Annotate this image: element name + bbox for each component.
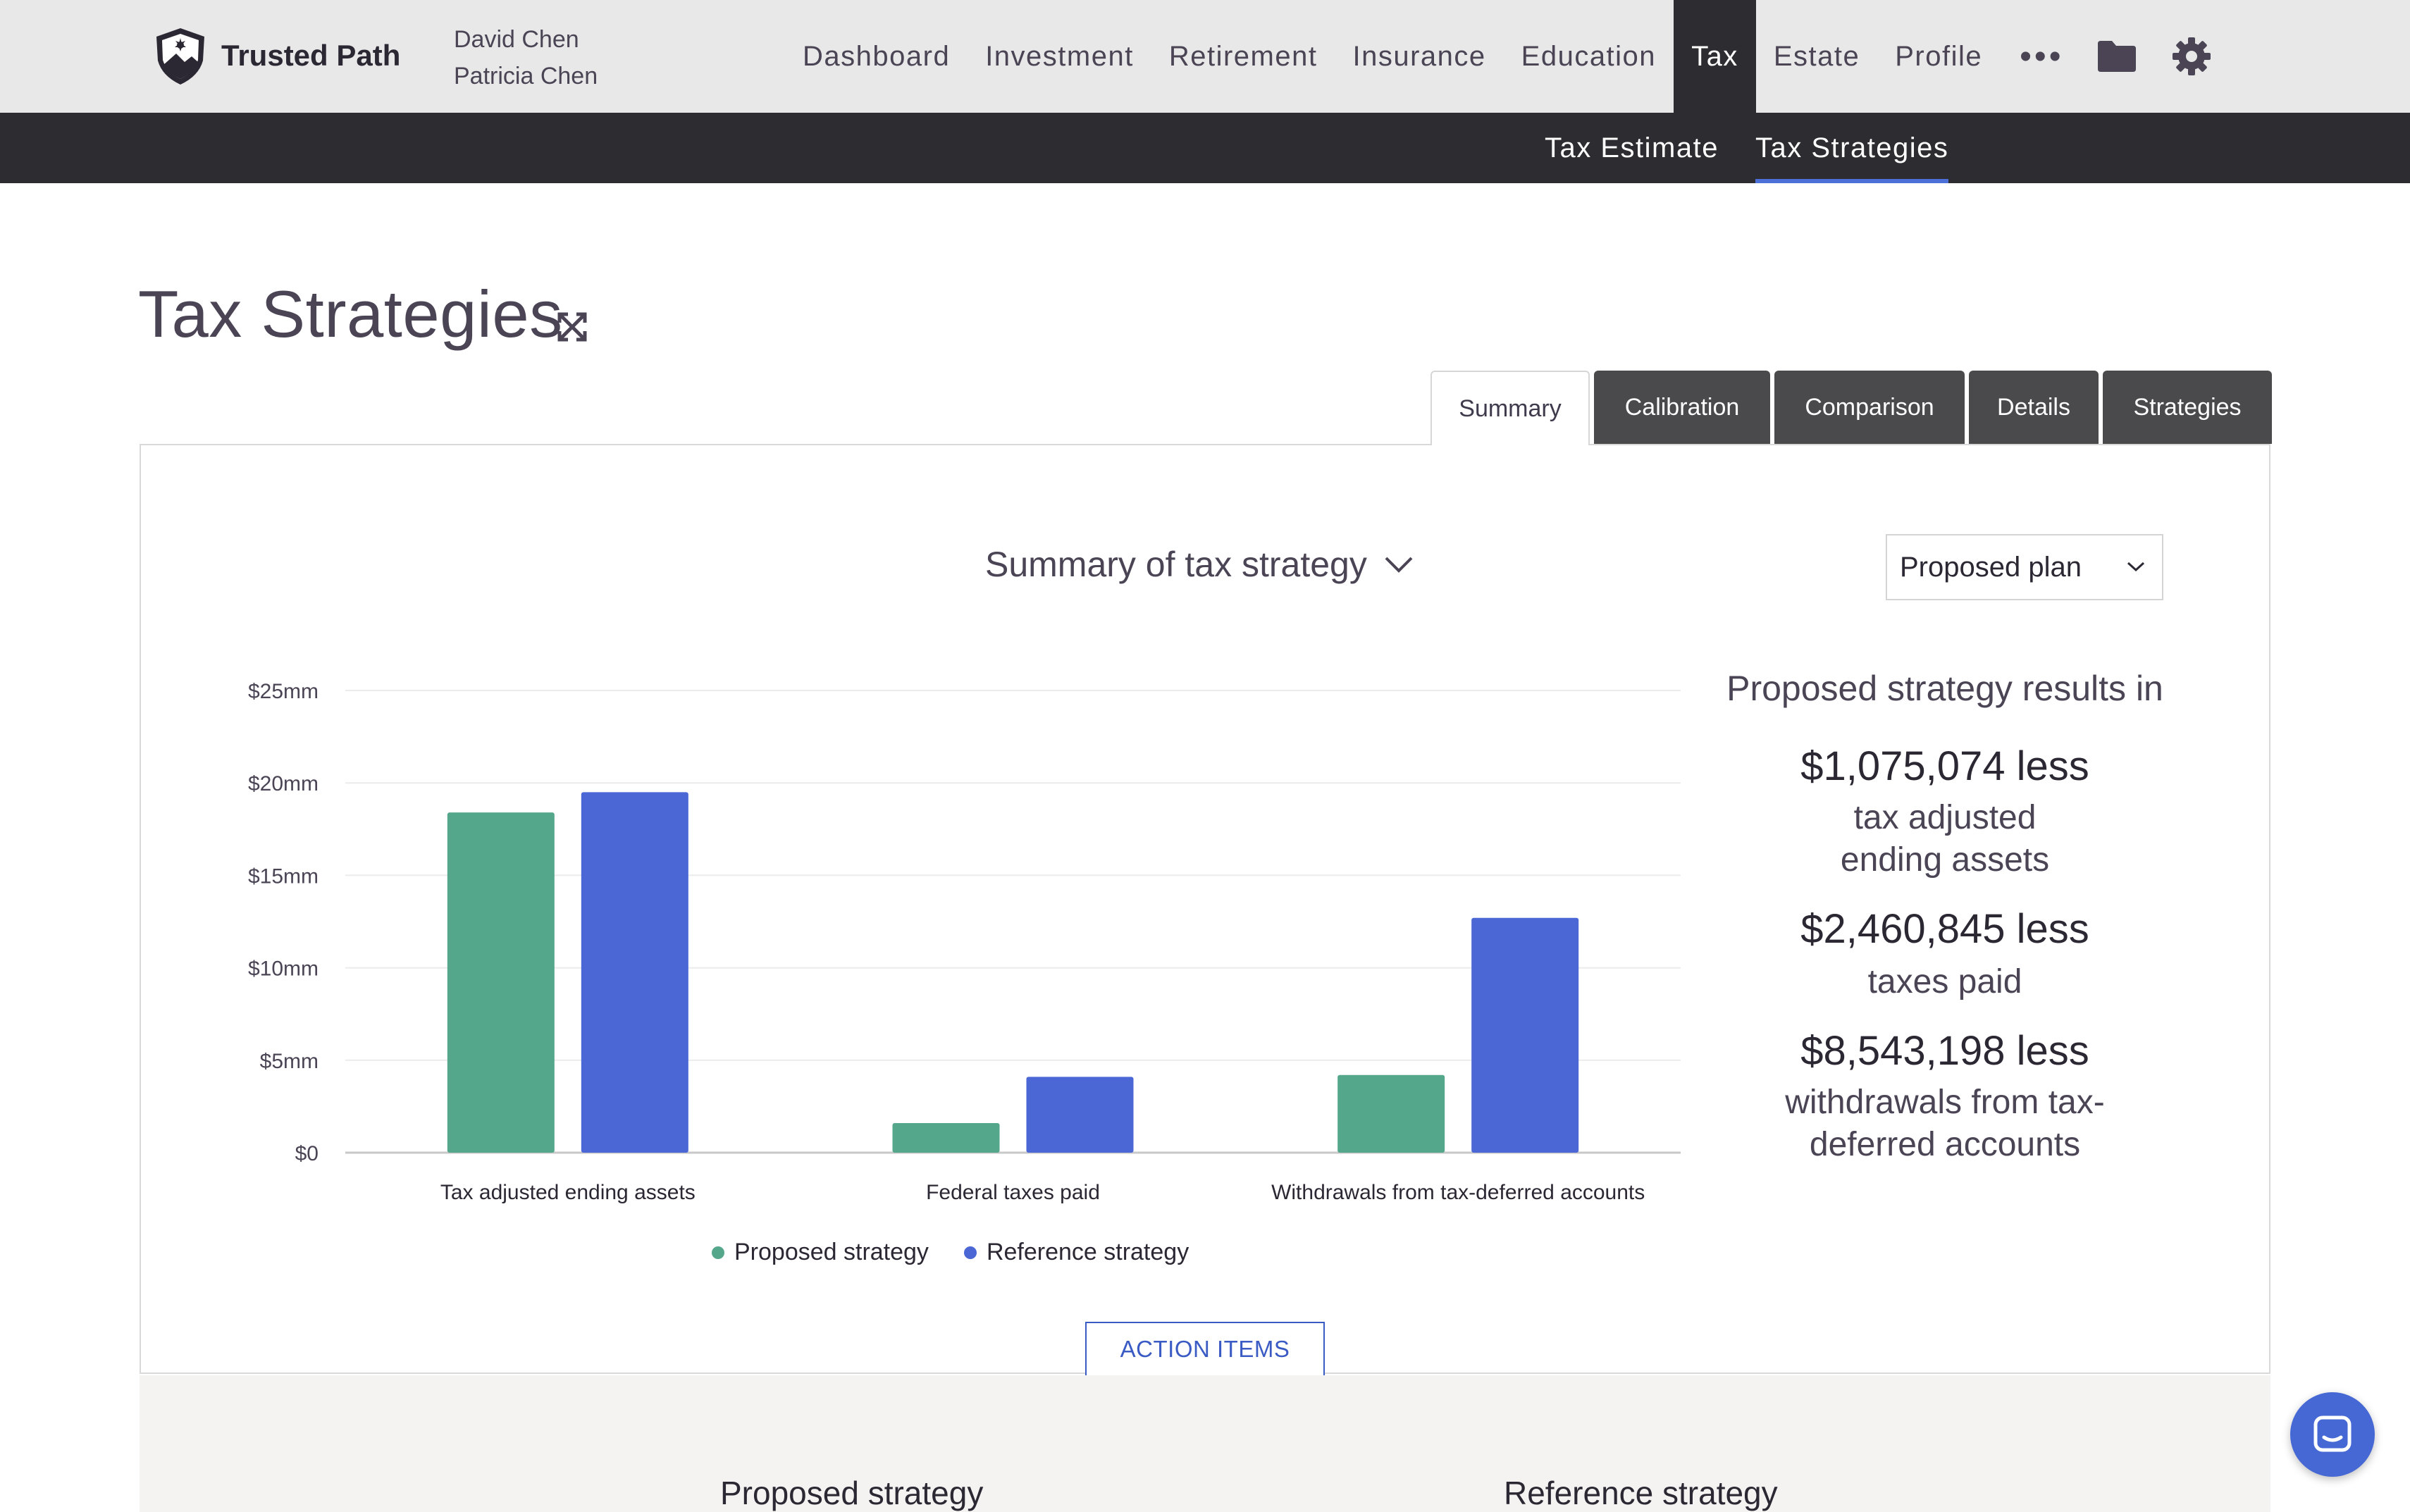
result-taxes-paid: $2,460,845 less taxes paid bbox=[1684, 905, 2206, 1003]
gear-icon bbox=[2172, 37, 2211, 75]
subnav-tax-estimate[interactable]: Tax Estimate bbox=[1545, 132, 1719, 163]
action-items-button[interactable]: ACTION ITEMS bbox=[1085, 1322, 1325, 1377]
sub-navbar: Tax Estimate Tax Strategies bbox=[0, 113, 2410, 183]
proposed-strategy-heading: Proposed strategy bbox=[720, 1475, 984, 1511]
nav-item-education[interactable]: Education bbox=[1521, 40, 1657, 72]
subnav-tax-strategies[interactable]: Tax Strategies bbox=[1755, 113, 1949, 183]
legend-dot-reference bbox=[963, 1246, 977, 1259]
strategy-comparison-panel bbox=[140, 1375, 2270, 1512]
chevron-down-icon bbox=[2127, 562, 2145, 572]
y-tick-label: $20mm bbox=[248, 772, 319, 795]
summary-title: Summary of tax strategy bbox=[985, 545, 1367, 584]
page-title: Tax Strategies bbox=[138, 277, 563, 351]
sub-nav: Tax Estimate Tax Strategies bbox=[1545, 113, 1985, 183]
nav-item-estate[interactable]: Estate bbox=[1773, 40, 1860, 72]
legend-dot-proposed bbox=[712, 1246, 724, 1259]
y-tick-label: $15mm bbox=[248, 865, 319, 888]
bar-proposed bbox=[1337, 1074, 1445, 1153]
chart-legend: Proposed strategy Reference strategy bbox=[712, 1239, 1224, 1266]
nav-item-retirement[interactable]: Retirement bbox=[1168, 40, 1318, 72]
y-tick-label: $0 bbox=[295, 1142, 319, 1165]
main-nav: Dashboard Investment Retirement Insuranc… bbox=[785, 0, 2229, 113]
shield-logo-icon bbox=[156, 28, 204, 85]
legend-label-proposed: Proposed strategy bbox=[734, 1239, 929, 1265]
expand-icon[interactable] bbox=[555, 310, 589, 344]
bar-proposed bbox=[892, 1123, 1000, 1153]
result-label: tax adjusted ending assets bbox=[1840, 799, 2050, 879]
tax-strategy-tabs: Summary Calibration Comparison Details S… bbox=[1430, 371, 2276, 445]
result-label: withdrawals from tax-deferred accounts bbox=[1785, 1084, 2105, 1163]
bar-reference bbox=[1471, 917, 1579, 1153]
result-label: taxes paid bbox=[1867, 963, 2022, 1000]
x-category-label: Federal taxes paid bbox=[926, 1181, 1100, 1204]
nav-item-profile[interactable]: Profile bbox=[1895, 40, 1983, 72]
client-name-secondary: Patricia Chen bbox=[454, 63, 598, 89]
nav-item-dashboard[interactable]: Dashboard bbox=[803, 40, 951, 72]
tax-strategy-bar-chart: $0 $5mm $10mm $15mm $20mm $25mm Tax adjusted e… bbox=[248, 680, 1681, 1204]
strategy-results: Proposed strategy results in $1,075,074 … bbox=[1684, 668, 2206, 1190]
folder-icon bbox=[2097, 41, 2136, 72]
x-category-label: Tax adjusted ending assets bbox=[440, 1181, 696, 1204]
tab-comparison[interactable]: Comparison bbox=[1774, 371, 1965, 444]
result-amount: $2,460,845 less bbox=[1800, 906, 2089, 952]
bar-reference bbox=[1026, 1077, 1134, 1153]
y-tick-label: $5mm bbox=[260, 1050, 319, 1073]
brand-name: Trusted Path bbox=[221, 39, 401, 72]
tab-details[interactable]: Details bbox=[1969, 371, 2099, 444]
nav-item-investment[interactable]: Investment bbox=[985, 40, 1134, 72]
chat-launcher-button[interactable] bbox=[2290, 1392, 2375, 1477]
client-name-primary: David Chen bbox=[454, 26, 579, 53]
legend-label-reference: Reference strategy bbox=[986, 1239, 1189, 1265]
client-names: David Chen Patricia Chen bbox=[454, 21, 598, 94]
result-ending-assets: $1,075,074 less tax adjusted ending asse… bbox=[1684, 743, 2206, 881]
tab-summary[interactable]: Summary bbox=[1430, 371, 1590, 445]
tab-strategies[interactable]: Strategies bbox=[2103, 371, 2272, 444]
folder-button[interactable] bbox=[2080, 0, 2154, 113]
nav-item-insurance[interactable]: Insurance bbox=[1352, 40, 1486, 72]
result-amount: $1,075,074 less bbox=[1800, 743, 2089, 789]
result-amount: $8,543,198 less bbox=[1800, 1028, 2089, 1074]
reference-strategy-heading: Reference strategy bbox=[1504, 1475, 1778, 1511]
result-withdrawals: $8,543,198 less withdrawals from tax-def… bbox=[1684, 1027, 2206, 1166]
settings-button[interactable] bbox=[2154, 0, 2229, 113]
more-menu-button[interactable]: ••• bbox=[2020, 37, 2064, 75]
x-category-label: Withdrawals from tax-deferred accounts bbox=[1271, 1181, 1645, 1204]
tab-calibration[interactable]: Calibration bbox=[1594, 371, 1770, 444]
nav-item-tax[interactable]: Tax bbox=[1674, 0, 1756, 113]
plan-select[interactable]: Proposed plan bbox=[1886, 534, 2163, 600]
legend-item-reference[interactable]: Reference strategy bbox=[963, 1239, 1189, 1266]
top-navbar: Trusted Path David Chen Patricia Chen Da… bbox=[0, 0, 2410, 113]
results-heading: Proposed strategy results in bbox=[1726, 669, 2163, 708]
y-tick-label: $10mm bbox=[248, 958, 319, 981]
brand-logo[interactable]: Trusted Path bbox=[152, 25, 400, 86]
plan-select-value: Proposed plan bbox=[1900, 551, 2082, 583]
summary-view-dropdown[interactable]: Summary of tax strategy bbox=[985, 544, 1414, 585]
chat-icon bbox=[2313, 1415, 2352, 1452]
legend-item-proposed[interactable]: Proposed strategy bbox=[712, 1239, 929, 1266]
bar-reference bbox=[581, 792, 688, 1153]
bar-proposed bbox=[447, 812, 555, 1153]
y-tick-label: $25mm bbox=[248, 680, 319, 703]
chevron-down-icon bbox=[1385, 557, 1413, 573]
